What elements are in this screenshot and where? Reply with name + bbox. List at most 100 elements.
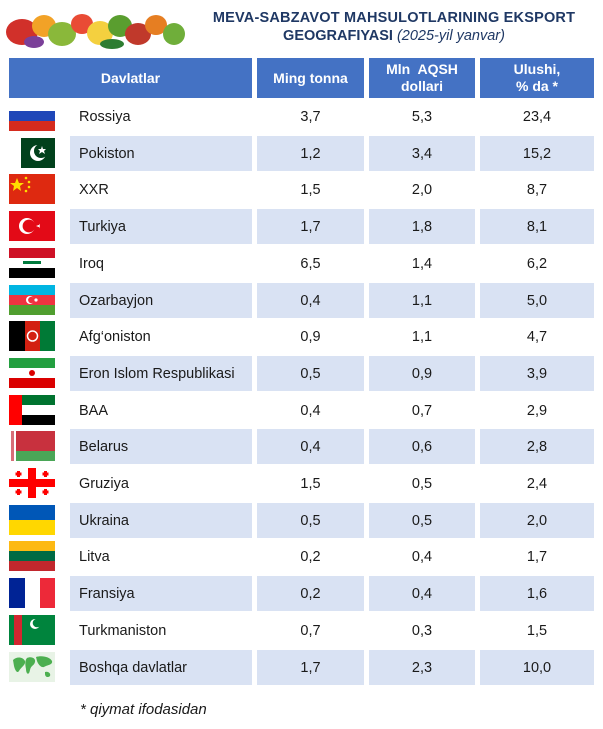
- tonnes-value: 0,5: [257, 356, 364, 391]
- turkmenistan-flag-icon: [9, 615, 55, 645]
- country-name: Turkmaniston: [79, 622, 167, 639]
- share-value: 1,5: [526, 622, 548, 639]
- country-name: XXR: [79, 181, 109, 198]
- header-country: Davlatlar: [9, 58, 252, 98]
- title-line-2: GEOGRAFIYASI (2025-yil yanvar): [186, 27, 602, 45]
- country-name: Pokiston: [70, 136, 252, 171]
- table-row: Belarus 0,4 0,6 2,8: [0, 429, 603, 464]
- ukraine-flag-icon: [9, 505, 55, 535]
- tonnes-value: 6,5: [300, 255, 321, 272]
- belarus-flag-icon: [9, 431, 55, 461]
- share-value: 2,4: [526, 475, 548, 492]
- tonnes-value: 0,4: [257, 283, 364, 318]
- title-line-2-date: (2025-yil yanvar): [396, 28, 505, 44]
- share-value: 8,7: [526, 181, 548, 198]
- country-name: Litva: [79, 548, 110, 565]
- table-row: BAA 0,4 0,7 2,9: [0, 393, 603, 428]
- iran-flag-icon: [9, 358, 55, 388]
- usd-value: 0,4: [411, 548, 433, 565]
- country-name: Belarus: [70, 429, 252, 464]
- usd-value: 0,5: [411, 475, 433, 492]
- table-row: Gruziya 1,5 0,5 2,4: [0, 466, 603, 501]
- tonnes-value: 1,7: [257, 650, 364, 685]
- table-row: Pokiston 1,2 3,4 15,2: [0, 136, 603, 171]
- tonnes-value: 0,4: [257, 429, 364, 464]
- share-value: 2,9: [526, 402, 548, 419]
- table-row: Eron Islom Respublikasi 0,5 0,9 3,9: [0, 356, 603, 391]
- share-value: 23,4: [522, 108, 552, 125]
- tonnes-value: 0,9: [300, 328, 321, 345]
- georgia-flag-icon: [9, 468, 55, 498]
- usd-value: 0,7: [411, 402, 433, 419]
- header-tonnes: Ming tonna: [257, 58, 364, 98]
- afghanistan-flag-icon: [9, 321, 55, 351]
- tonnes-value: 3,7: [300, 108, 321, 125]
- tonnes-value: 0,7: [300, 622, 321, 639]
- share-value: 10,0: [480, 650, 594, 685]
- tonnes-value: 0,2: [300, 548, 321, 565]
- page-title: MEVA-SABZAVOT MAHSULOTLARINING EKSPORT G…: [186, 9, 602, 45]
- usd-value: 0,9: [369, 356, 475, 391]
- china-flag-icon: [9, 174, 55, 204]
- lithuania-flag-icon: [9, 541, 55, 571]
- usd-value: 5,3: [411, 108, 433, 125]
- country-name: Ukraina: [70, 503, 252, 538]
- footnote: * qiymat ifodasidan: [80, 701, 207, 718]
- table-row: Ukraina 0,5 0,5 2,0: [0, 503, 603, 538]
- usd-value: 1,1: [369, 283, 475, 318]
- header-share: Ulushi, % da *: [480, 58, 594, 98]
- country-name: Afg‘oniston: [79, 328, 151, 345]
- country-name: Rossiya: [79, 108, 131, 125]
- usd-value: 0,4: [369, 576, 475, 611]
- header-usd-line1: Mln AQSH: [386, 61, 458, 77]
- share-value: 5,0: [480, 283, 594, 318]
- country-name: Boshqa davlatlar: [70, 650, 252, 685]
- share-value: 3,9: [480, 356, 594, 391]
- pakistan-flag-icon: [9, 138, 55, 168]
- title-line-1: MEVA-SABZAVOT MAHSULOTLARINING EKSPORT: [212, 10, 576, 26]
- tonnes-value: 1,5: [300, 181, 321, 198]
- table-row: Rossiya 3,7 5,3 23,4: [0, 99, 603, 134]
- table-row: Litva 0,2 0,4 1,7: [0, 539, 603, 574]
- header-usd: Mln AQSH dollari: [369, 58, 475, 98]
- tonnes-value: 1,7: [257, 209, 364, 244]
- share-value: 6,2: [526, 255, 548, 272]
- table-row: Turkiya 1,7 1,8 8,1: [0, 209, 603, 244]
- table-row: Afg‘oniston 0,9 1,1 4,7: [0, 319, 603, 354]
- country-name: Fransiya: [70, 576, 252, 611]
- header-usd-line2: dollari: [400, 78, 443, 94]
- world-map-icon: [9, 652, 55, 682]
- tonnes-value: 1,2: [257, 136, 364, 171]
- usd-value: 2,3: [369, 650, 475, 685]
- usd-value: 0,5: [369, 503, 475, 538]
- turkey-flag-icon: [9, 211, 55, 241]
- table-row: Fransiya 0,2 0,4 1,6: [0, 576, 603, 611]
- share-value: 15,2: [480, 136, 594, 171]
- france-flag-icon: [9, 578, 55, 608]
- tonnes-value: 1,5: [300, 475, 321, 492]
- usd-value: 2,0: [411, 181, 433, 198]
- share-value: 8,1: [480, 209, 594, 244]
- table-row: Iroq 6,5 1,4 6,2: [0, 246, 603, 281]
- country-name: Iroq: [79, 255, 104, 272]
- title-line-2-bold: GEOGRAFIYASI: [283, 28, 393, 44]
- usd-value: 3,4: [369, 136, 475, 171]
- usd-value: 0,3: [411, 622, 433, 639]
- country-name: Eron Islom Respublikasi: [70, 356, 252, 391]
- header-share-line2: % da *: [515, 78, 558, 94]
- usd-value: 0,6: [369, 429, 475, 464]
- russia-flag-icon: [9, 101, 55, 131]
- tonnes-value: 0,4: [300, 402, 321, 419]
- tonnes-value: 0,2: [257, 576, 364, 611]
- share-value: 4,7: [526, 328, 548, 345]
- usd-value: 1,1: [411, 328, 433, 345]
- iraq-flag-icon: [9, 248, 55, 278]
- table-row: Ozarbayjon 0,4 1,1 5,0: [0, 283, 603, 318]
- azerbaijan-flag-icon: [9, 285, 55, 315]
- table-row: XXR 1,5 2,0 8,7: [0, 172, 603, 207]
- vegetables-fruits-image: [6, 14, 185, 49]
- table-row: Turkmaniston 0,7 0,3 1,5: [0, 613, 603, 648]
- country-name: Gruziya: [79, 475, 129, 492]
- country-name: Turkiya: [70, 209, 252, 244]
- share-value: 1,6: [480, 576, 594, 611]
